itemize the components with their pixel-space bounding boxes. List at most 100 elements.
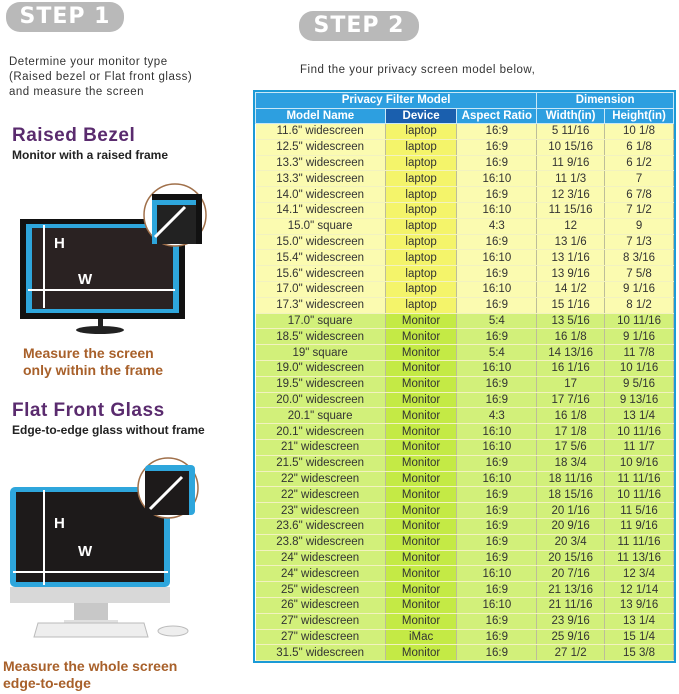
table-row: 31.5" widescreen Monitor 16:9 27 1/2 15 3/8 — [255, 644, 674, 662]
flat-glass-monitor-illustration: H W — [10, 457, 199, 638]
table-row: 25" widescreen Monitor 16:9 21 13/16 12 1/14 — [255, 581, 674, 598]
table-row: 15.6" widescreen laptop 16:9 13 9/16 7 5/8 — [255, 265, 674, 282]
cell-device: Monitor — [385, 328, 458, 346]
cell-device: laptop — [385, 202, 458, 219]
cell-width: 16 1/8 — [536, 328, 606, 346]
cell-height: 15 3/8 — [604, 644, 674, 662]
instruction-line: Determine your monitor type — [9, 56, 168, 68]
table-row: 13.3" widescreen laptop 16:9 11 9/16 6 1/2 — [255, 155, 674, 172]
cell-model-name: 24" widescreen — [255, 565, 386, 583]
table-row: 14.1" widescreen laptop 16:10 11 15/16 7 1/2 — [255, 202, 674, 219]
cell-model-name: 17.0" widescreen — [255, 281, 386, 298]
cell-model-name: 15.0" square — [255, 218, 386, 235]
cell-model-name: 15.6" widescreen — [255, 265, 386, 282]
cell-width: 13 5/16 — [536, 313, 606, 330]
cell-height: 11 7/8 — [604, 344, 674, 361]
cell-model-name: 23.6" widescreen — [255, 518, 386, 535]
cell-width: 14 1/2 — [536, 281, 606, 298]
cell-model-name: 19.0" widescreen — [255, 360, 386, 377]
table-row: 20.1" square Monitor 4:3 16 1/8 13 1/4 — [255, 407, 674, 425]
cell-aspect-ratio: 16:10 — [456, 439, 538, 456]
cell-width: 20 9/16 — [536, 518, 606, 535]
table-row: 15.4" widescreen laptop 16:10 13 1/16 8 3/16 — [255, 249, 674, 267]
cell-height: 11 1/7 — [604, 439, 674, 456]
cell-width: 13 9/16 — [536, 265, 606, 282]
table-body: 11.6" widescreen laptop 16:9 5 11/16 10 1/8 1… — [255, 123, 674, 662]
cell-aspect-ratio: 16:10 — [456, 170, 538, 188]
table-row: 12.5" widescreen laptop 16:9 10 15/16 6 1/8 — [255, 139, 674, 156]
cell-aspect-ratio: 16:10 — [456, 281, 538, 298]
cell-height: 8 1/2 — [604, 297, 674, 314]
cell-aspect-ratio: 16:9 — [456, 629, 538, 646]
cell-model-name: 18.5" widescreen — [255, 328, 386, 346]
cell-width: 15 1/16 — [536, 297, 606, 314]
cell-aspect-ratio: 16:9 — [456, 297, 538, 314]
cell-device: laptop — [385, 139, 458, 156]
cell-width: 20 3/4 — [536, 534, 606, 551]
cell-device: Monitor — [385, 392, 458, 409]
cell-device: Monitor — [385, 534, 458, 551]
cell-device: Monitor — [385, 376, 458, 393]
cell-aspect-ratio: 16:9 — [456, 550, 538, 567]
table-row: 13.3" widescreen laptop 16:10 11 1/3 7 — [255, 170, 674, 188]
cell-height: 8 3/16 — [604, 249, 674, 267]
cell-model-name: 20.1" widescreen — [255, 423, 386, 440]
table-row: 27" widescreen Monitor 16:9 23 9/16 13 1/4 — [255, 613, 674, 630]
step1-instructions: Determine your monitor type (Raised beze… — [9, 55, 192, 100]
cell-aspect-ratio: 16:10 — [456, 423, 538, 440]
cell-width: 25 9/16 — [536, 629, 606, 646]
raised-bezel-caption: Measure the screen only within the frame — [23, 345, 163, 379]
cell-width: 18 11/16 — [536, 471, 606, 488]
caption-line: Measure the screen — [23, 345, 154, 361]
cell-device: Monitor — [385, 344, 458, 361]
cell-aspect-ratio: 16:9 — [456, 123, 538, 140]
cell-width: 20 7/16 — [536, 565, 606, 583]
cell-device: iMac — [385, 629, 458, 646]
table-row: 14.0" widescreen laptop 16:9 12 3/16 6 7/8 — [255, 186, 674, 203]
cell-device: laptop — [385, 170, 458, 188]
cell-model-name: 15.0" widescreen — [255, 234, 386, 251]
cell-height: 9 1/16 — [604, 281, 674, 298]
cell-height: 13 1/4 — [604, 407, 674, 425]
cell-width: 10 15/16 — [536, 139, 606, 156]
table-row: 24" widescreen Monitor 16:10 20 7/16 12 3/4 — [255, 565, 674, 583]
cell-height: 6 1/8 — [604, 139, 674, 156]
cell-device: Monitor — [385, 597, 458, 614]
table-row: 20.1" widescreen Monitor 16:10 17 1/8 10 11/… — [255, 423, 674, 440]
table-row: 18.5" widescreen Monitor 16:9 16 1/8 9 1/16 — [255, 328, 674, 346]
cell-aspect-ratio: 16:9 — [456, 486, 538, 504]
table-row: 21.5" widescreen Monitor 16:9 18 3/4 10 9/16 — [255, 455, 674, 472]
cell-aspect-ratio: 16:9 — [456, 534, 538, 551]
cell-width: 11 9/16 — [536, 155, 606, 172]
cell-height: 11 9/16 — [604, 518, 674, 535]
cell-device: Monitor — [385, 439, 458, 456]
cell-model-name: 14.1" widescreen — [255, 202, 386, 219]
height-label: H — [54, 515, 65, 532]
cell-device: Monitor — [385, 407, 458, 425]
flat-glass-caption: Measure the whole screen edge-to-edge — [3, 658, 177, 692]
cell-device: laptop — [385, 281, 458, 298]
table-row: 19.0" widescreen Monitor 16:10 16 1/16 10 1/… — [255, 360, 674, 377]
cell-height: 15 1/4 — [604, 629, 674, 646]
cell-model-name: 15.4" widescreen — [255, 249, 386, 267]
table-row: 24" widescreen Monitor 16:9 20 15/16 11 13/1… — [255, 550, 674, 567]
cell-height: 12 1/14 — [604, 581, 674, 598]
cell-aspect-ratio: 16:10 — [456, 471, 538, 488]
cell-height: 10 9/16 — [604, 455, 674, 472]
cell-height: 13 1/4 — [604, 613, 674, 630]
table-row: 21" widescreen Monitor 16:10 17 5/6 11 1/7 — [255, 439, 674, 456]
table-row: 22" widescreen Monitor 16:10 18 11/16 11 11/… — [255, 471, 674, 488]
table-row: 26" widescreen Monitor 16:10 21 11/16 13 9/1… — [255, 597, 674, 614]
table-row: 15.0" square laptop 4:3 12 9 — [255, 218, 674, 235]
cell-width: 13 1/16 — [536, 249, 606, 267]
cell-width: 20 15/16 — [536, 550, 606, 567]
cell-width: 18 3/4 — [536, 455, 606, 472]
cell-model-name: 20.1" square — [255, 407, 386, 425]
cell-aspect-ratio: 16:9 — [456, 613, 538, 630]
table-row: 19" square Monitor 5:4 14 13/16 11 7/8 — [255, 344, 674, 361]
cell-model-name: 21.5" widescreen — [255, 455, 386, 472]
cell-model-name: 14.0" widescreen — [255, 186, 386, 203]
cell-height: 13 9/16 — [604, 597, 674, 614]
cell-model-name: 21" widescreen — [255, 439, 386, 456]
cell-aspect-ratio: 16:9 — [456, 455, 538, 472]
